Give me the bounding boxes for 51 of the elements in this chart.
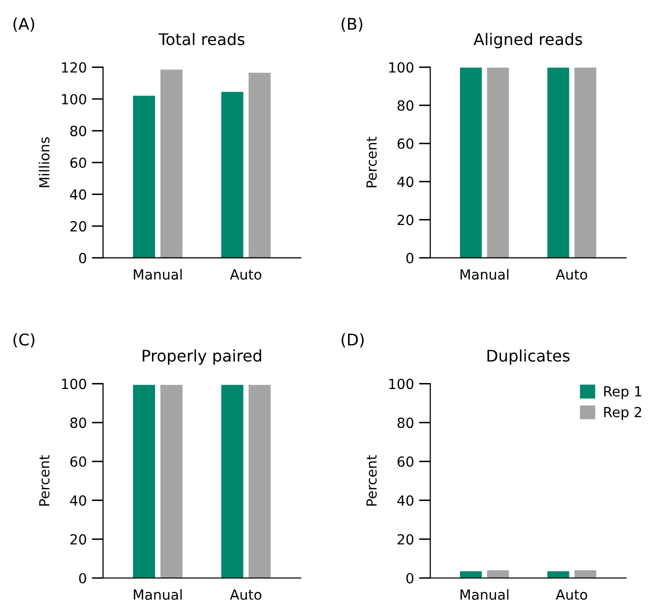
y-tick-label: 80 xyxy=(70,418,86,428)
y-axis-title: Percent xyxy=(366,136,377,188)
y-tick-label: 20 xyxy=(398,214,414,226)
y-tick-label: 80 xyxy=(70,126,86,136)
y-tick-label: 60 xyxy=(70,157,86,168)
y-tick-label: 100 xyxy=(389,378,414,390)
y-tick-label: 20 xyxy=(70,221,86,232)
bar xyxy=(133,96,156,258)
x-tick-label: Manual xyxy=(134,589,182,600)
chart-title: Duplicates xyxy=(487,349,570,365)
y-tick-label: 40 xyxy=(70,189,86,200)
legend-label: Rep 1 xyxy=(604,386,642,400)
x-tick-label: Manual xyxy=(460,268,508,280)
y-tick-label: 60 xyxy=(398,456,414,467)
bar xyxy=(248,72,271,258)
chart-title: Properly paired xyxy=(142,349,262,365)
y-tick-label: 0 xyxy=(406,252,414,264)
legend-label: Rep 2 xyxy=(604,406,642,420)
text: (A) xyxy=(13,18,34,32)
x-tick-label: Manual xyxy=(460,589,508,600)
text: (D) xyxy=(342,333,364,348)
y-tick-label: 100 xyxy=(389,62,414,73)
y-tick-label: 120 xyxy=(62,62,86,73)
y-tick-label: 40 xyxy=(397,495,414,506)
y-tick-label: 80 xyxy=(398,100,414,111)
y-tick-label: 0 xyxy=(79,252,86,264)
chart-title: Aligned reads xyxy=(474,32,582,48)
y-tick-label: 100 xyxy=(62,94,86,104)
y-tick-label: 60 xyxy=(398,138,414,149)
y-axis-title: Percent xyxy=(366,455,377,506)
x-tick-label: Auto xyxy=(230,269,262,280)
y-tick-label: 40 xyxy=(70,495,86,506)
x-tick-label: Manual xyxy=(134,268,182,280)
y-tick-label: 0 xyxy=(79,572,86,584)
y-axis-title: Millions xyxy=(38,137,50,188)
y-tick-label: 60 xyxy=(70,456,86,467)
x-tick-label: Auto xyxy=(230,590,262,600)
y-tick-label: 40 xyxy=(397,176,414,188)
y-tick-label: 80 xyxy=(398,418,414,428)
text: (B) xyxy=(342,18,362,32)
y-tick-label: 0 xyxy=(406,572,414,584)
text: (C) xyxy=(13,333,34,348)
y-tick-label: 20 xyxy=(70,534,86,545)
x-tick-label: Auto xyxy=(556,590,588,600)
y-tick-label: 100 xyxy=(62,378,86,390)
x-tick-label: Auto xyxy=(556,269,588,280)
y-axis-title: Percent xyxy=(39,455,50,506)
chart-title: Total reads xyxy=(158,32,244,46)
y-tick-label: 20 xyxy=(398,534,414,545)
bar xyxy=(221,92,244,258)
bar xyxy=(160,70,182,258)
